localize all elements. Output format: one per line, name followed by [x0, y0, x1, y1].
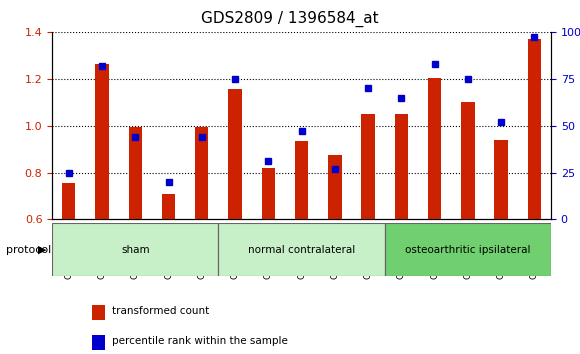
Bar — [328, 155, 342, 219]
Bar — [461, 102, 474, 219]
Text: osteoarthritic ipsilateral: osteoarthritic ipsilateral — [405, 245, 531, 255]
Text: GDS2809 / 1396584_at: GDS2809 / 1396584_at — [201, 11, 379, 27]
Text: transformed count: transformed count — [112, 306, 209, 316]
Bar — [295, 141, 308, 219]
Bar — [96, 63, 108, 219]
FancyBboxPatch shape — [219, 223, 385, 276]
Text: protocol: protocol — [6, 245, 51, 255]
Bar — [129, 127, 142, 219]
Bar — [528, 39, 541, 219]
Text: sham: sham — [121, 245, 150, 255]
Bar — [92, 335, 104, 350]
Text: percentile rank within the sample: percentile rank within the sample — [112, 336, 288, 346]
Bar — [229, 89, 242, 219]
Text: ▶: ▶ — [38, 245, 46, 255]
FancyBboxPatch shape — [385, 223, 551, 276]
Bar — [62, 183, 75, 219]
Bar — [92, 305, 104, 320]
Text: normal contralateral: normal contralateral — [248, 245, 355, 255]
Bar — [361, 114, 375, 219]
FancyBboxPatch shape — [52, 223, 219, 276]
Bar — [428, 78, 441, 219]
Bar — [495, 140, 508, 219]
Bar — [195, 127, 208, 219]
Bar — [162, 194, 175, 219]
Bar — [395, 114, 408, 219]
Bar — [262, 168, 275, 219]
